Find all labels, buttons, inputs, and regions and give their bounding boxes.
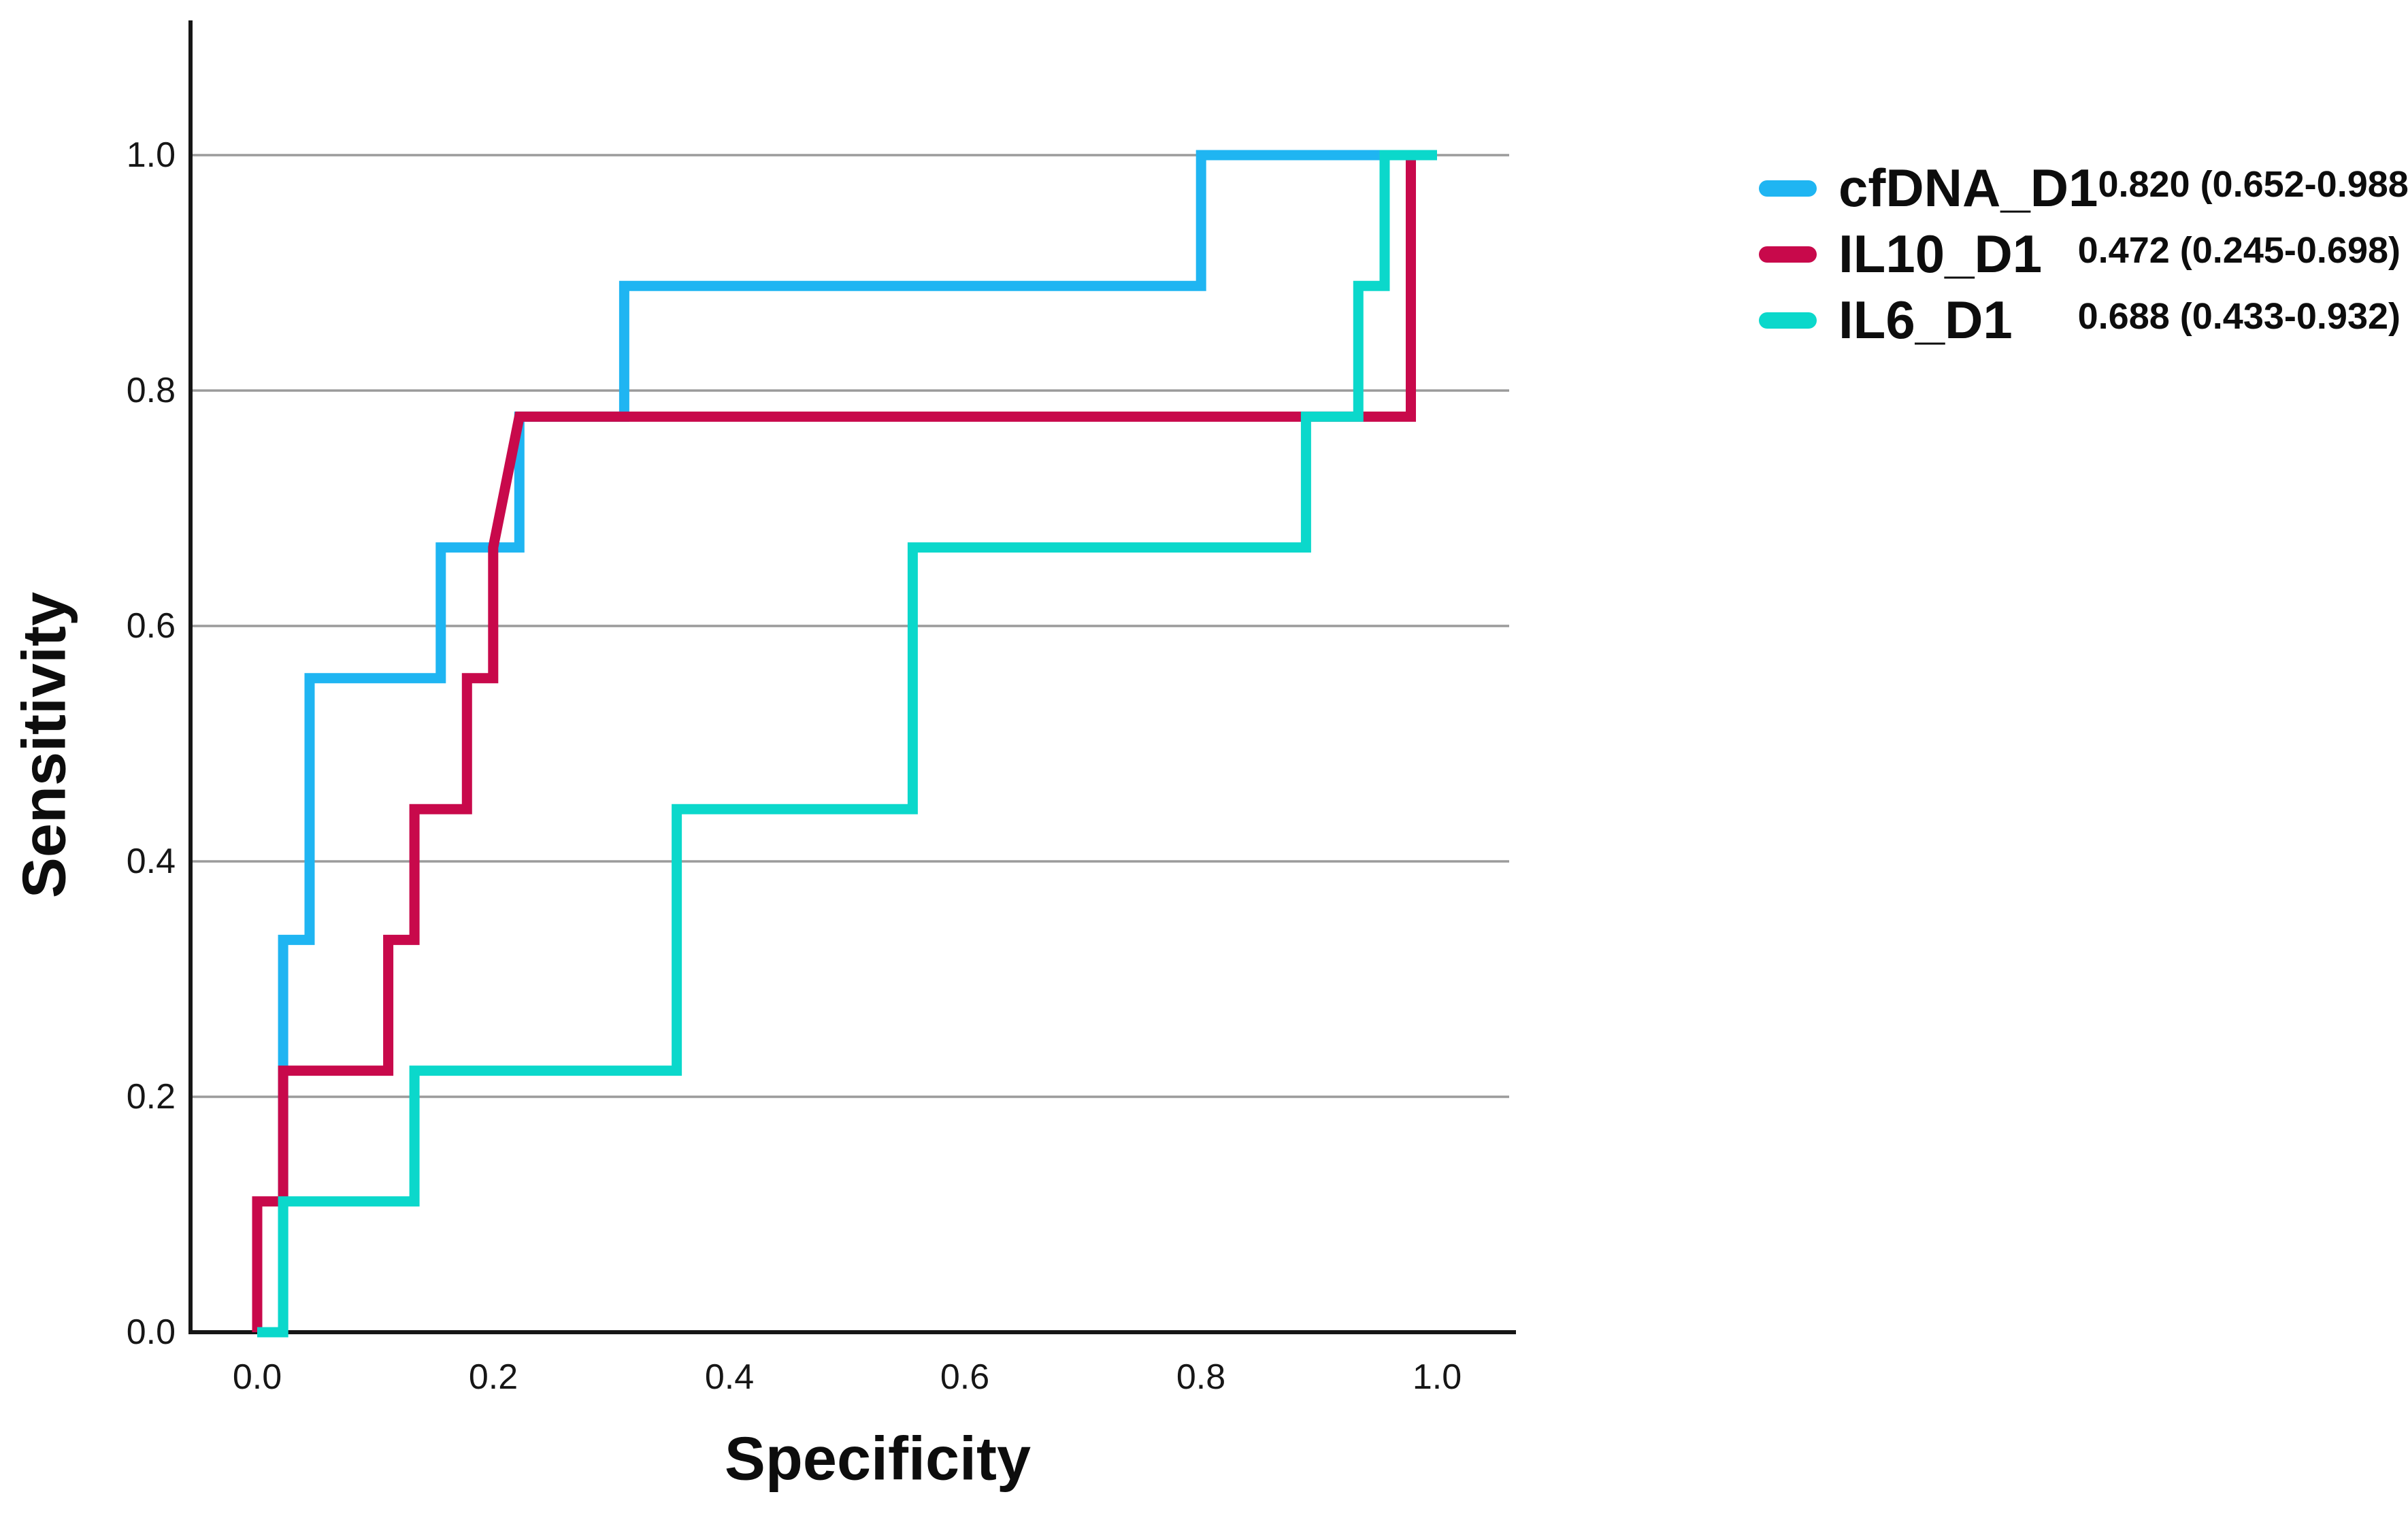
legend-swatch-il6-d1: [1759, 312, 1817, 329]
legend-series-label: cfDNA_D1: [1838, 158, 2098, 218]
x-axis-title: Specificity: [724, 1425, 1032, 1493]
legend-auc-value: 0.820 (0.652-0.988): [2098, 163, 2408, 205]
y-tick-label: 0.0: [126, 1312, 176, 1352]
x-tick-label: 1.0: [1412, 1357, 1462, 1397]
x-tick-label: 0.8: [1176, 1357, 1226, 1397]
legend-row: IL10_D1 0.472 (0.245-0.698): [1759, 221, 2401, 287]
roc-curve-il10_d1: [252, 150, 1437, 1332]
legend-auc-value: 0.688 (0.433-0.932): [2077, 295, 2401, 337]
y-tick-label: 0.2: [126, 1077, 176, 1117]
x-tick-label: 0.4: [704, 1357, 755, 1397]
legend: cfDNA_D1 0.820 (0.652-0.988) IL10_D1 0.4…: [1759, 155, 2408, 353]
legend-swatch-il10-d1: [1759, 246, 1817, 263]
legend-series-label: IL6_D1: [1838, 290, 2013, 350]
roc-curve-il6_d1: [257, 150, 1437, 1338]
roc-curve-cfdna_d1: [257, 150, 1437, 1338]
x-tick-label: 0.2: [468, 1357, 518, 1397]
x-tick-label: 0.0: [232, 1357, 282, 1397]
legend-row: IL6_D1 0.688 (0.433-0.932): [1759, 287, 2401, 353]
legend-swatch-cfdna-d1: [1759, 180, 1817, 197]
legend-row: cfDNA_D1 0.820 (0.652-0.988): [1759, 155, 2408, 221]
y-axis-title: Sensitivity: [10, 591, 79, 899]
y-tick-label: 0.4: [126, 842, 176, 881]
y-tick-label: 0.8: [126, 371, 176, 410]
legend-auc-value: 0.472 (0.245-0.698): [2077, 229, 2401, 271]
legend-series-label: IL10_D1: [1838, 224, 2043, 284]
y-tick-label: 1.0: [126, 135, 176, 175]
x-tick-label: 0.6: [940, 1357, 990, 1397]
y-tick-label: 0.6: [126, 606, 176, 646]
